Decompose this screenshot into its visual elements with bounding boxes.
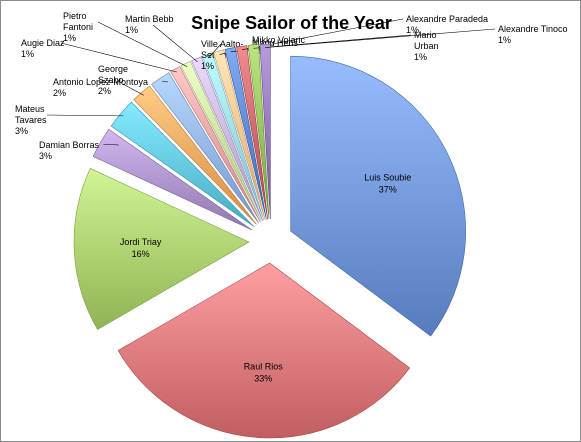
leader-line [265,28,496,48]
leader-line [161,80,169,83]
slice-label: Mario Urban 1% [414,30,439,62]
pie-slice-mario-urban [247,44,270,220]
pie-slice-alexandre-tinoco [259,43,271,220]
slice-label: Martin Bebb 1% [125,14,174,35]
leader-line [60,42,177,73]
slice-label: Mateus Tavares 3% [15,104,47,136]
slice-label: Antonio Lopez-Montoya 2% [53,77,148,98]
pie-slice-damian-borras [92,128,253,231]
leader-line [97,21,188,67]
pie-slice-ville-aalto-setala [202,52,265,221]
pie-slice-mikko-volaric [213,49,266,220]
pie-slice-pietro-fantoni [180,60,262,222]
leader-line [253,34,412,49]
pie-slice-augie-diaz [170,66,261,222]
chart-title: Snipe Sailor of the Year [191,13,392,33]
leader-line [103,143,120,146]
leader-line [46,114,124,117]
pie-slice-jordi-triay [73,168,250,330]
slice-label: Luis Soubie 37% [364,173,411,195]
leader-line [152,24,198,63]
slice-label: Manu Hens [252,38,299,48]
pie-slice-george-szabo [151,72,259,224]
pie-slice-alexandre-paradeda [236,45,269,220]
slice-label: Alexandre Tinoco 1% [498,24,568,45]
slice-label: Alexandre Paradeda 1% [406,14,488,35]
pie-slice-manu-hens [224,46,267,220]
slice-label: Ville Aalto-Setala 1% [201,39,243,71]
slice-label: Damian Borras 3% [39,140,100,161]
pie-slice-mateus-tavares [110,101,255,228]
pie-slice-raul-rios [117,262,411,439]
pie-slice-antonio-lopez-montoya [133,85,257,225]
pie-slice-luis-soubie [290,55,466,337]
pie-slice-martin-bebb [191,56,263,221]
slice-label: George Szabo 2% [98,64,128,96]
slice-label: Jordi Triay 16% [120,237,162,259]
slice-label: Augie Diaz 1% [21,38,65,59]
leader-line [122,83,144,96]
slice-label: Raul Rios 33% [244,361,284,383]
leader-line [208,43,222,59]
slice-label: Pietro Fantoni 1% [63,11,93,43]
